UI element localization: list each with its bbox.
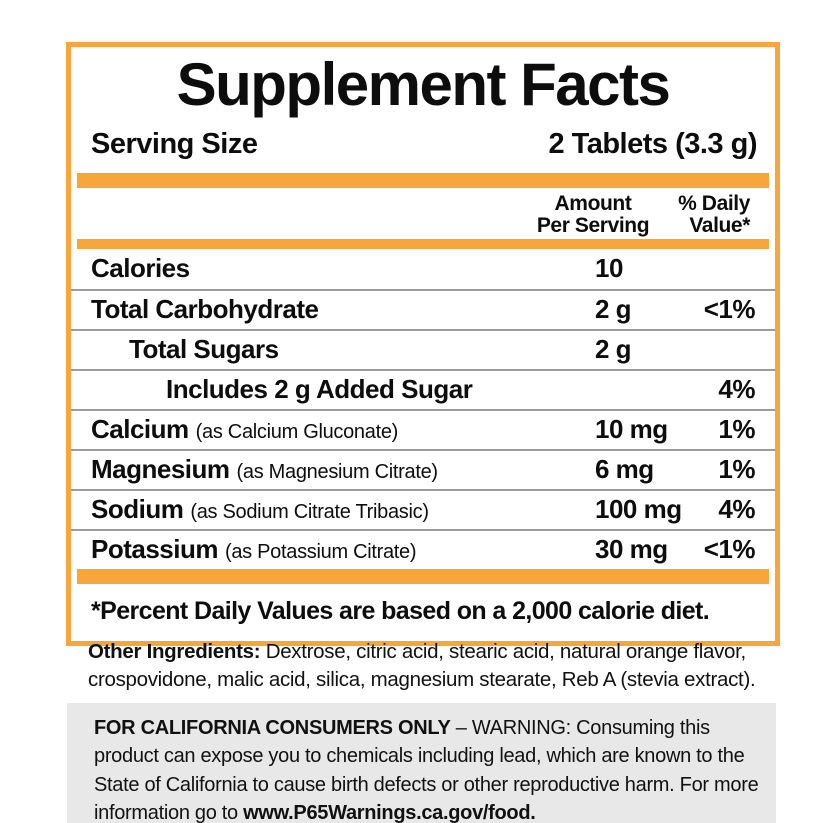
nutrient-detail: (as Calcium Gluconate)	[195, 421, 399, 444]
amount-per-serving-header: Amount Per Serving	[536, 191, 650, 237]
serving-size-value: 2 Tablets (3.3 g)	[548, 128, 757, 160]
table-row: Potassium (as Potassium Citrate) 30 mg <…	[71, 528, 775, 569]
nutrient-name: Potassium	[91, 534, 219, 565]
separator-bar-thick-top	[77, 172, 769, 188]
nutrient-detail: (as Sodium Citrate Tribasic)	[190, 501, 429, 524]
nutrient-detail: (as Potassium Citrate)	[225, 541, 417, 564]
nutrient-amount: 100 mg	[595, 494, 682, 525]
nutrient-daily-value: 1%	[718, 414, 755, 445]
nutrient-amount: 30 mg	[595, 534, 668, 565]
nutrient-daily-value: 4%	[718, 374, 755, 405]
nutrient-daily-value: <1%	[703, 534, 756, 565]
nutrient-daily-value: <1%	[703, 294, 756, 325]
nutrient-table: Calories 10 Total Carbohydrate 2 g <1% T…	[71, 249, 775, 569]
nutrient-name: Sodium	[91, 494, 184, 525]
nutrient-daily-value: 4%	[718, 494, 755, 525]
table-row: Sodium (as Sodium Citrate Tribasic) 100 …	[71, 488, 775, 529]
column-header-row: Amount Per Serving % Daily Value*	[71, 188, 775, 239]
nutrient-name: Calcium	[91, 414, 189, 445]
p65-warnings-url: www.P65Warnings.ca.gov/food.	[243, 802, 536, 823]
table-row: Includes 2 g Added Sugar 4%	[71, 368, 775, 409]
other-ingredients-text: Dextrose, citric acid, stearic acid, nat…	[88, 640, 756, 692]
table-row: Magnesium (as Magnesium Citrate) 6 mg 1%	[71, 448, 775, 489]
table-row: Calories 10	[71, 249, 775, 289]
supplement-facts-panel: Supplement Facts Serving Size 2 Tablets …	[66, 42, 780, 646]
serving-size-row: Serving Size 2 Tablets (3.3 g)	[71, 128, 775, 161]
california-warning-box: FOR CALIFORNIA CONSUMERS ONLY – WARNING:…	[67, 703, 776, 823]
table-row: Calcium (as Calcium Gluconate) 10 mg 1%	[71, 408, 775, 449]
other-ingredients: Other Ingredients: Dextrose, citric acid…	[88, 638, 760, 695]
nutrient-amount: 6 mg	[595, 454, 654, 485]
nutrient-detail: (as Magnesium Citrate)	[236, 461, 439, 484]
daily-value-footnote: *Percent Daily Values are based on a 2,0…	[91, 596, 710, 625]
nutrient-amount: 2 g	[595, 294, 632, 325]
table-row: Total Sugars 2 g	[71, 328, 775, 369]
nutrient-amount: 10 mg	[595, 414, 668, 445]
panel-title: Supplement Facts	[176, 51, 671, 118]
nutrient-daily-value: 1%	[718, 454, 755, 485]
separator-bar-medium	[77, 238, 769, 249]
nutrient-name: Total Sugars	[129, 334, 279, 365]
nutrient-name: Includes 2 g Added Sugar	[166, 374, 473, 405]
california-warning-text: – WARNING: Consuming this product can ex…	[94, 717, 759, 823]
serving-size-label: Serving Size	[91, 128, 258, 160]
nutrient-name: Magnesium	[91, 454, 230, 485]
nutrient-amount: 10	[595, 253, 623, 284]
nutrient-amount: 2 g	[595, 334, 632, 365]
percent-daily-value-header: % Daily Value*	[678, 191, 750, 237]
nutrient-name: Calories	[91, 253, 190, 284]
other-ingredients-label: Other Ingredients:	[88, 640, 261, 663]
nutrient-name: Total Carbohydrate	[91, 294, 319, 325]
separator-bar-thick-bottom	[77, 568, 769, 584]
california-warning-label: FOR CALIFORNIA CONSUMERS ONLY	[94, 717, 451, 739]
table-row: Total Carbohydrate 2 g <1%	[71, 288, 775, 329]
